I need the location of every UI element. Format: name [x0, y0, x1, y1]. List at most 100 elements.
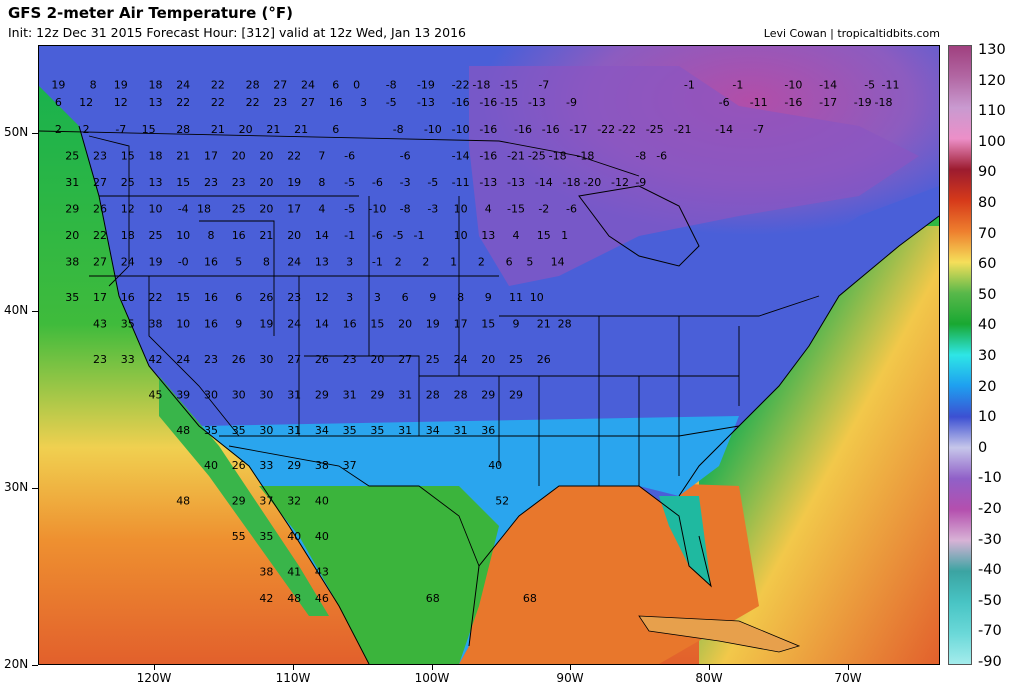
temperature-value: 55: [232, 530, 246, 543]
temperature-value: 9: [429, 291, 436, 304]
temperature-value: 27: [287, 353, 301, 366]
temperature-value: 3: [360, 96, 367, 109]
temperature-value: 24: [176, 79, 190, 92]
temperature-value: -11: [750, 96, 768, 109]
temperature-value: -1: [684, 79, 695, 92]
temperature-value: 29: [315, 388, 329, 401]
temperature-value: 28: [454, 388, 468, 401]
temperature-value: -21: [674, 123, 692, 136]
temperature-value: -6: [566, 203, 577, 216]
temperature-value: -5: [864, 79, 875, 92]
temperature-value: 3: [374, 291, 381, 304]
temperature-value: 6: [506, 256, 513, 269]
temperature-value: 32: [287, 495, 301, 508]
temperature-value: -1: [414, 229, 425, 242]
temperature-value: 43: [93, 318, 107, 331]
temperature-value: 30: [232, 388, 246, 401]
temperature-value: -21: [507, 149, 525, 162]
temperature-value: 20: [65, 229, 79, 242]
lon-label-80w: 80W: [695, 671, 723, 685]
temperature-value: -5: [386, 96, 397, 109]
temperature-value: -18: [576, 149, 594, 162]
temperature-value: 23: [204, 176, 218, 189]
temperature-value: 35: [121, 318, 135, 331]
political-boundaries: [39, 130, 820, 567]
temperature-value: 18: [197, 203, 211, 216]
temperature-value: -16: [452, 96, 470, 109]
temperature-value: -5: [393, 229, 404, 242]
temperature-value: 42: [149, 353, 163, 366]
lat-tick: [32, 133, 38, 134]
temperature-value: 24: [287, 318, 301, 331]
temperature-value: -11: [882, 79, 900, 92]
temperature-value: 6: [402, 291, 409, 304]
temperature-value: 31: [287, 424, 301, 437]
temperature-value: -1: [344, 229, 355, 242]
temperature-value: 6: [235, 291, 242, 304]
temperature-value: 23: [93, 353, 107, 366]
temperature-value: 21: [211, 123, 225, 136]
temperature-value: -5: [427, 176, 438, 189]
temperature-value: 45: [149, 388, 163, 401]
temperature-value: -18: [563, 176, 581, 189]
temperature-value: 20: [239, 123, 253, 136]
temperature-value: -20: [583, 176, 601, 189]
temperature-value: 12: [114, 96, 128, 109]
temperature-value: 48: [287, 592, 301, 605]
temperature-value: -19: [417, 79, 435, 92]
temperature-value: 9: [513, 318, 520, 331]
temperature-value: 40: [488, 459, 502, 472]
colorbar-label: 0: [978, 439, 988, 456]
temperature-value: 39: [176, 388, 190, 401]
temperature-value: 2: [422, 256, 429, 269]
temperature-value: 16: [204, 256, 218, 269]
temperature-value: 24: [454, 353, 468, 366]
temperature-value: 4: [318, 203, 325, 216]
temperature-value: -16: [542, 123, 560, 136]
temperature-value: 26: [93, 203, 107, 216]
temperature-value: 0: [353, 79, 360, 92]
temperature-value: 10: [149, 203, 163, 216]
temperature-value: 37: [343, 459, 357, 472]
lat-tick: [32, 311, 38, 312]
lon-label-70w: 70W: [834, 671, 862, 685]
temperature-value: 27: [93, 176, 107, 189]
temperature-value: -25: [646, 123, 664, 136]
temperature-value: 2: [83, 123, 90, 136]
temperature-value: -10: [452, 123, 470, 136]
colorbar-label: -90: [978, 654, 1002, 670]
temperature-value: 34: [426, 424, 440, 437]
temperature-value: 38: [65, 256, 79, 269]
colorbar-label: -20: [978, 501, 1002, 517]
temperature-value: 31: [343, 388, 357, 401]
temperature-value: 20: [481, 353, 495, 366]
lat-label-40n: 40N: [4, 303, 29, 317]
temperature-value: -9: [635, 176, 646, 189]
colorbar-label: 70: [978, 225, 997, 242]
temperature-value: 29: [65, 203, 79, 216]
temperature-value: -18: [875, 96, 893, 109]
temperature-value: 13: [315, 256, 329, 269]
great-lakes: [578, 185, 700, 267]
temperature-value: 8: [90, 79, 97, 92]
temperature-value: 35: [65, 291, 79, 304]
temperature-value: -22: [597, 123, 615, 136]
temperature-value: 38: [149, 318, 163, 331]
temperature-value: 30: [259, 388, 273, 401]
temperature-value: 25: [121, 176, 135, 189]
temperature-value: 18: [149, 79, 163, 92]
temperature-value: 18: [121, 229, 135, 242]
temperature-value: -14: [819, 79, 837, 92]
temperature-value: 16: [204, 318, 218, 331]
temperature-value: -16: [479, 123, 497, 136]
temperature-value: 41: [287, 566, 301, 579]
temperature-value: 31: [398, 424, 412, 437]
temperature-value: 9: [235, 318, 242, 331]
temperature-value: 46: [315, 592, 329, 605]
temperature-value: 26: [232, 353, 246, 366]
map-title: GFS 2-meter Air Temperature (°F): [8, 4, 293, 22]
temperature-value: 29: [232, 495, 246, 508]
temperature-value: 31: [398, 388, 412, 401]
temperature-value: 37: [259, 495, 273, 508]
temperature-value: -19: [854, 96, 872, 109]
